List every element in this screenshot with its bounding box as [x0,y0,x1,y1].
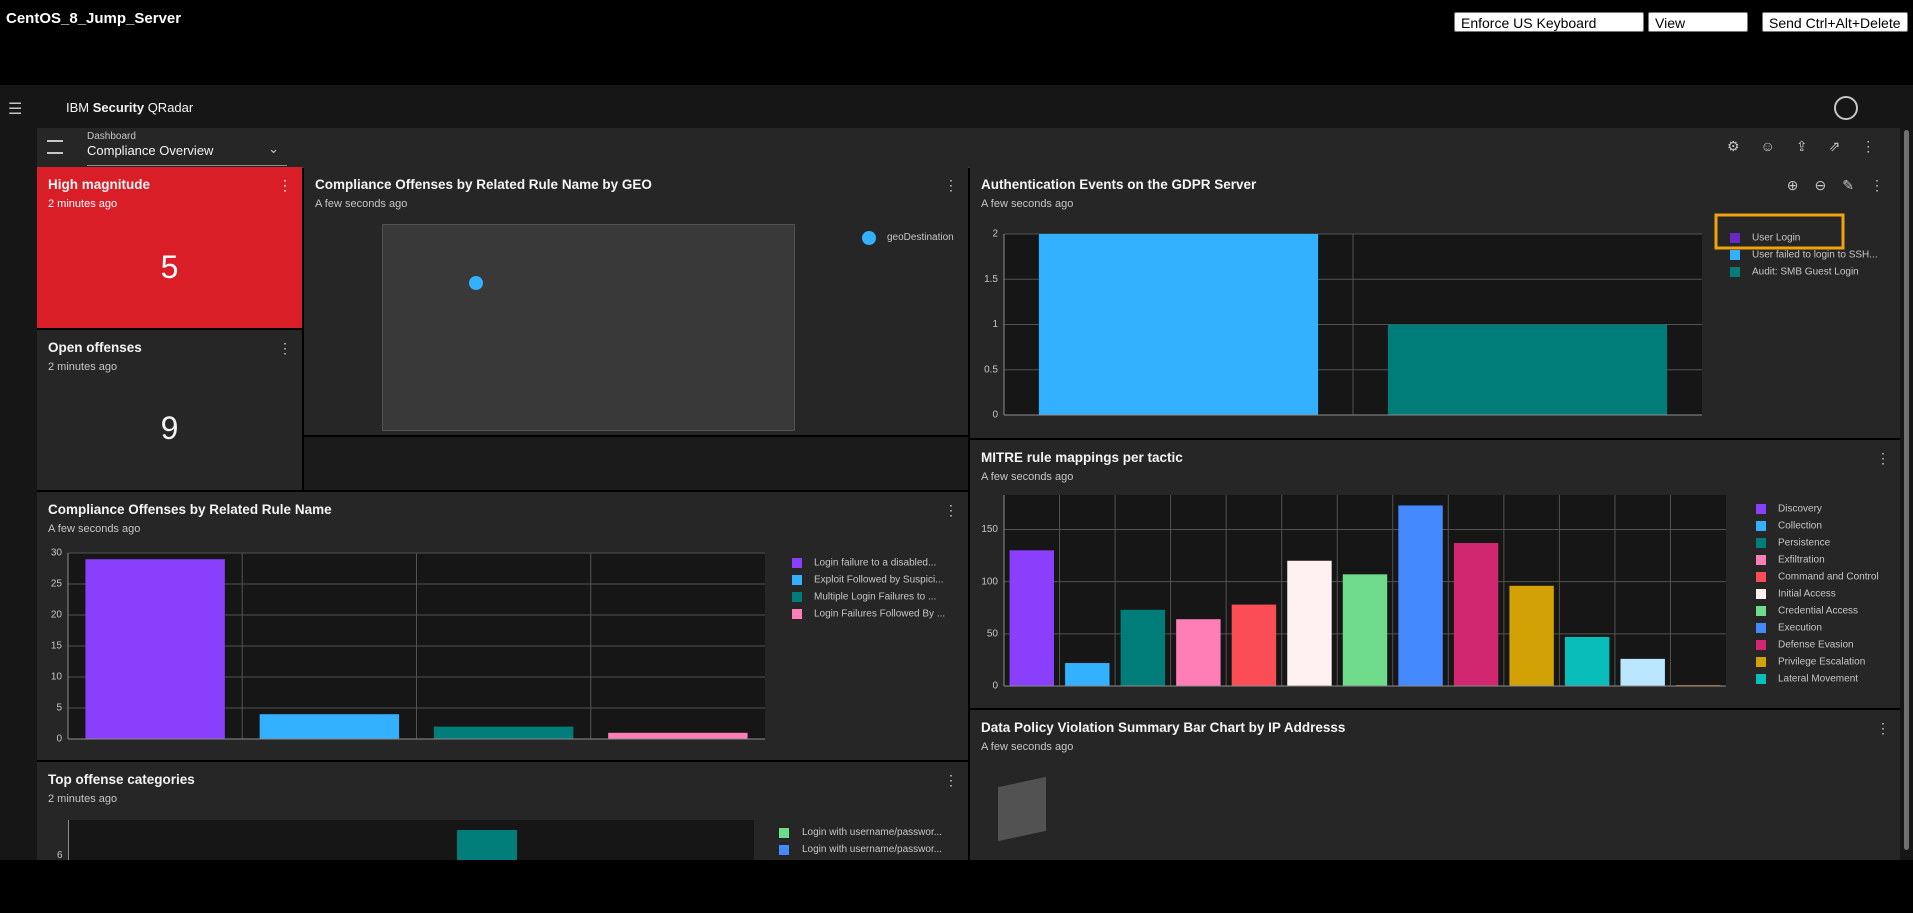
widget-title: High magnitude [48,177,150,192]
widget-title: Data Policy Violation Summary Bar Chart … [981,720,1346,735]
legend-dot [862,231,876,245]
toolbar-icons[interactable]: ⚙☺⇪⇗⋮ [1727,138,1897,154]
widget-subtitle: 2 minutes ago [48,793,118,805]
widget-subtitle: A few seconds ago [315,198,408,210]
brand-suffix: QRadar [147,100,194,115]
chart-tools[interactable]: ⊕⊖✎⋮ [1786,177,1900,193]
widget-title: Open offenses [48,340,142,355]
legend-swatch [779,828,789,838]
data-policy-widget: Data Policy Violation Summary Bar Chart … [970,710,1900,860]
fullscreen-button[interactable]: View Fullscreen [1648,12,1748,51]
ctrl-alt-del-button[interactable]: Send Ctrl+Alt+Delete [1762,12,1908,32]
brand-bold: Security [92,100,145,115]
widget-menu[interactable]: ⋮ [1876,720,1890,736]
partial-bar [457,830,517,860]
widget-title: Compliance Offenses by Related Rule Name [48,502,332,517]
high-magnitude-widget: High magnitude 2 minutes ago ⋮ 5 [37,167,302,328]
geo-widget: Compliance Offenses by Related Rule Name… [304,167,968,435]
widget-title: Authentication Events on the GDPR Server [981,177,1257,192]
keyboard-button[interactable]: Enforce US Keyboard Layout [1454,12,1644,51]
kpi-value: 9 [160,410,179,446]
rule-name-widget: Compliance Offenses by Related Rule Name… [37,492,968,760]
geo-point [469,276,483,290]
widget-title: Compliance Offenses by Related Rule Name… [315,177,652,192]
world-map [382,224,795,431]
chart-area [68,820,754,860]
widget-subtitle: 2 minutes ago [48,361,118,373]
widget-subtitle: A few seconds ago [48,523,141,535]
kpi-value: 5 [160,249,179,285]
legend-label: Login with username/passwor... [802,844,943,855]
widget-menu[interactable]: ⋮ [944,502,958,518]
widget-title: MITRE rule mappings per tactic [981,450,1183,465]
user-avatar[interactable] [1834,96,1858,120]
legend-label: geoDestination [887,232,954,243]
dashboard-label: Dashboard [87,131,136,142]
widget-menu[interactable]: ⋮ [278,340,292,356]
widget-subtitle: A few seconds ago [981,471,1074,483]
brand: IBM Security QRadar [66,100,193,115]
top-offense-widget: Top offense categories 2 minutes ago ⋮ 6… [37,762,968,860]
mitre-widget: MITRE rule mappings per tactic A few sec… [970,440,1900,708]
legend-label: Login with username/passwor... [802,827,943,838]
sidebar [0,128,37,860]
brand-prefix: IBM [66,100,90,115]
dashboard-select[interactable]: Compliance Overview ⌄ [87,141,287,166]
auth-widget: Authentication Events on the GDPR Server… [970,167,1900,438]
empty-state-icon [998,776,1046,842]
window-title: CentOS_8_Jump_Server [6,10,182,27]
widget-subtitle: 2 minutes ago [48,198,118,210]
widget-menu[interactable]: ⋮ [278,177,292,193]
widget-title: Top offense categories [48,772,195,787]
widget-menu[interactable]: ⋮ [944,177,958,193]
dashboard-name: Compliance Overview [87,143,214,158]
scrollbar[interactable] [1900,128,1913,860]
widget-menu[interactable]: ⋮ [1876,450,1890,466]
open-offenses-widget: Open offenses 2 minutes ago ⋮ 9 [37,330,302,490]
empty-area [304,437,968,490]
filter-icon[interactable] [47,140,63,154]
menu-icon[interactable]: ☰ [8,101,23,118]
widget-menu[interactable]: ⋮ [944,772,958,788]
widget-subtitle: A few seconds ago [981,741,1074,753]
y-tick-label: 6 [57,850,63,860]
dashboard-bar: Dashboard Compliance Overview ⌄ ⚙☺⇪⇗⋮ [37,128,1900,168]
legend-swatch [779,845,789,855]
app-header: ☰ IBM Security QRadar [0,85,1913,129]
widget-subtitle: A few seconds ago [981,198,1074,210]
